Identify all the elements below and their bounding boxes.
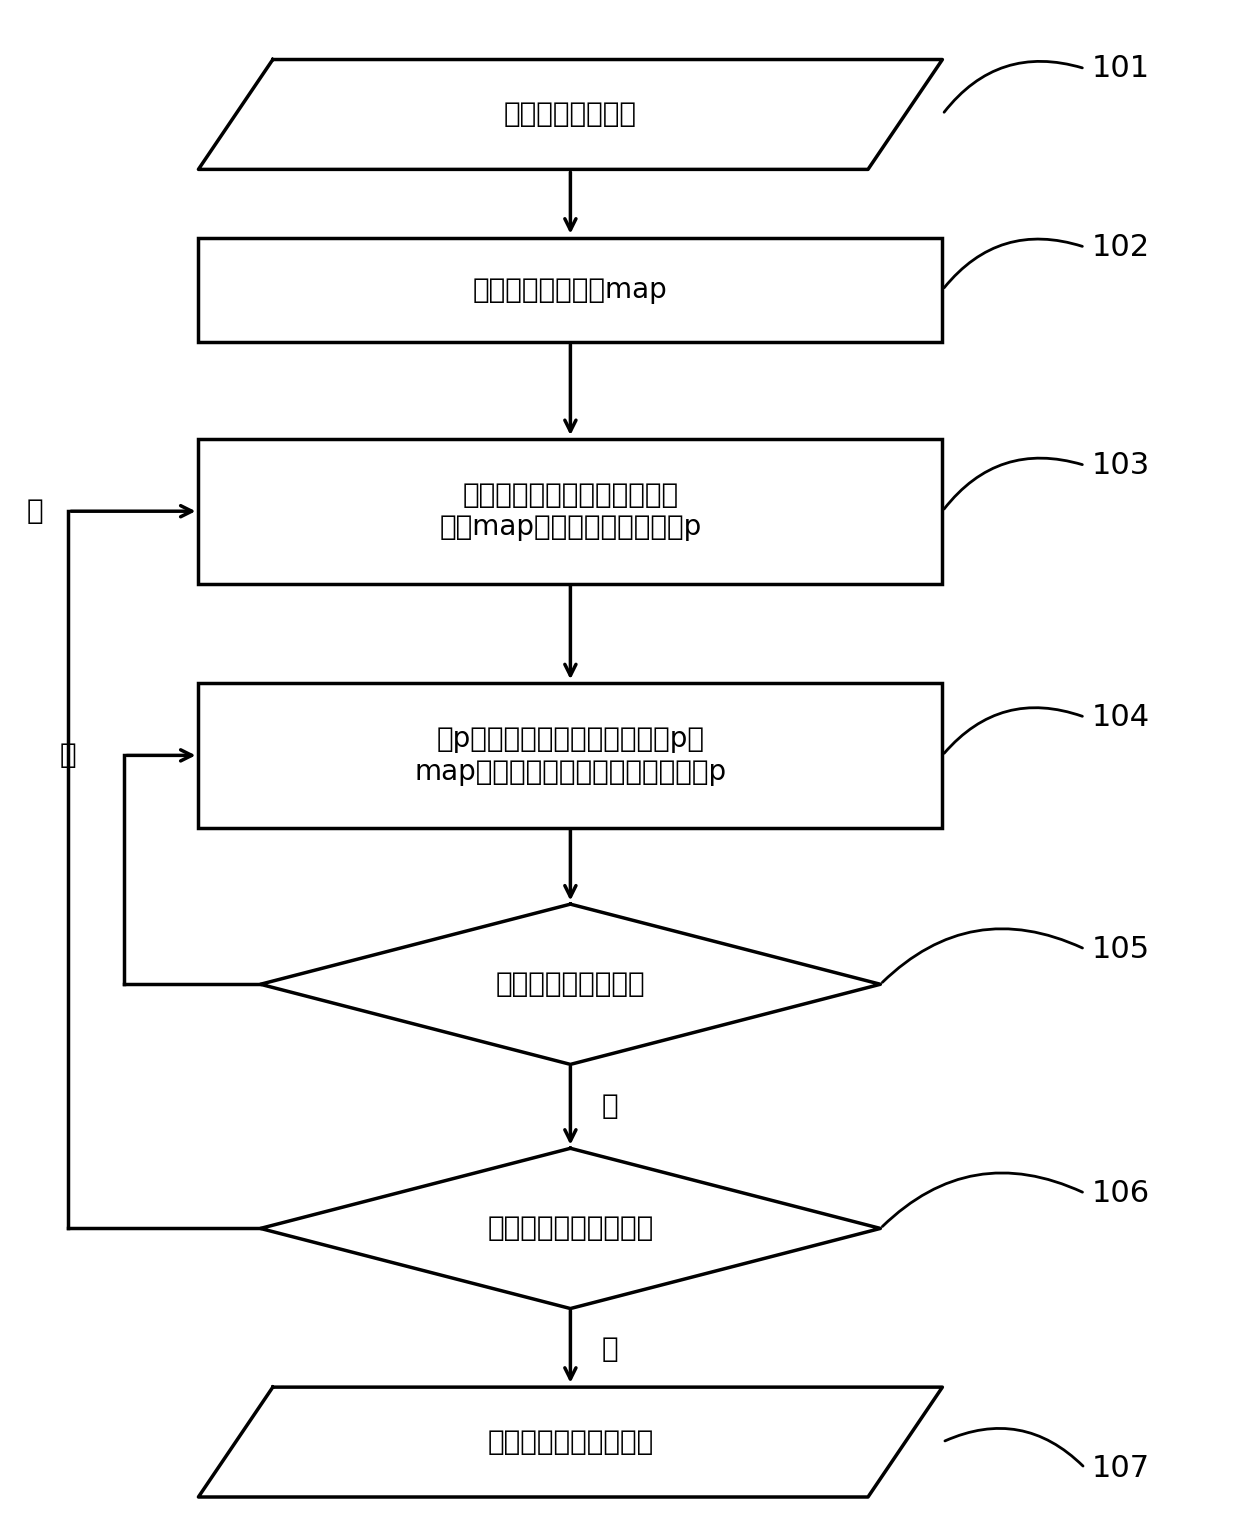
Text: 107: 107 — [1091, 1453, 1149, 1483]
Text: 输入散乱线段序列: 输入散乱线段序列 — [503, 101, 637, 128]
Text: 是: 是 — [601, 1093, 618, 1120]
Text: 否: 否 — [601, 1335, 618, 1363]
Text: 102: 102 — [1091, 232, 1149, 262]
Text: 存在未使用的链接点？: 存在未使用的链接点？ — [487, 1215, 653, 1242]
Text: 105: 105 — [1091, 934, 1149, 964]
Bar — [198, 684, 942, 827]
Text: 101: 101 — [1091, 53, 1149, 84]
Text: 输出已拼接的轮廓序列: 输出已拼接的轮廓序列 — [487, 1428, 653, 1456]
Text: 104: 104 — [1091, 702, 1149, 732]
Text: 新建一个轮廓作为当前轮廓，
并从map中搜索未被使用的点p: 新建一个轮廓作为当前轮廓， 并从map中搜索未被使用的点p — [439, 481, 702, 542]
Text: 构建链接点哈希表map: 构建链接点哈希表map — [472, 276, 668, 304]
Text: 103: 103 — [1091, 450, 1149, 481]
Text: 是: 是 — [26, 497, 43, 525]
Text: 将p添加至当前轮廓，并根据点p从
map中查询当前轮廓的下一点，记为p: 将p添加至当前轮廓，并根据点p从 map中查询当前轮廓的下一点，记为p — [414, 725, 727, 786]
Text: 否: 否 — [60, 742, 77, 769]
Text: 当前轮廓是否闭合？: 当前轮廓是否闭合？ — [496, 971, 645, 998]
Text: 106: 106 — [1091, 1178, 1149, 1209]
Bar — [198, 439, 942, 583]
Bar — [198, 238, 942, 342]
